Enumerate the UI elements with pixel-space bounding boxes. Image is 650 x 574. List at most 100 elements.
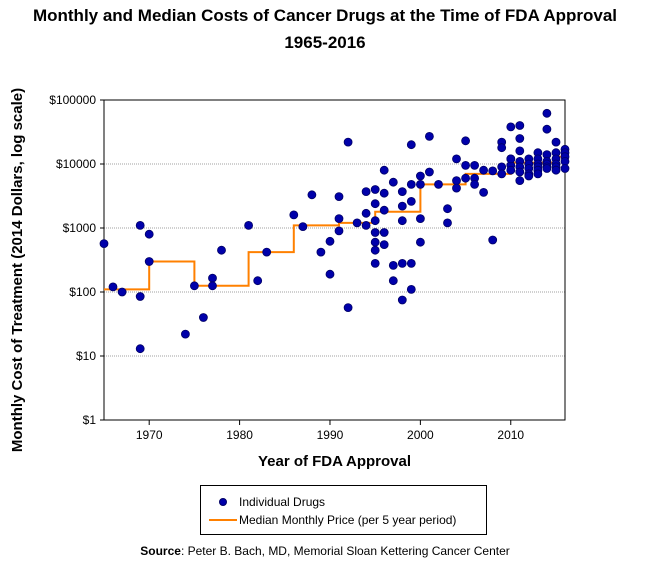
drug-point	[406, 140, 416, 150]
drug-point	[515, 146, 525, 156]
drug-point	[515, 176, 525, 186]
y-tick-label: $10	[76, 349, 96, 363]
drug-point	[289, 210, 299, 220]
drug-point	[551, 165, 561, 175]
drug-point	[415, 171, 425, 181]
drug-point	[397, 201, 407, 211]
chart-area: $1 $10 $100 $1000 $10000 $100000 1970 1980 1990 2…	[9, 88, 570, 470]
drug-point	[361, 208, 371, 218]
drug-point	[388, 276, 398, 286]
drug-point	[406, 196, 416, 206]
drug-point	[244, 220, 254, 230]
x-tick-label: 1980	[226, 428, 253, 442]
x-tick-label: 2000	[407, 428, 434, 442]
drug-point	[506, 122, 516, 132]
legend: Individual Drugs Median Monthly Price (p…	[200, 485, 487, 535]
drug-point	[424, 131, 434, 141]
drug-point	[479, 165, 489, 175]
drug-point	[189, 281, 199, 291]
x-tick-label: 1990	[317, 428, 344, 442]
drug-point	[370, 228, 380, 237]
drug-point	[325, 269, 335, 279]
drug-point	[370, 199, 380, 209]
legend-item-scatter: Individual Drugs	[201, 494, 325, 510]
drug-point	[325, 236, 335, 246]
y-tick-label: $10000	[56, 157, 96, 171]
drug-point	[515, 167, 525, 177]
drug-point	[352, 218, 362, 228]
drug-point	[379, 165, 389, 175]
drug-point	[379, 240, 389, 250]
legend-line-icon	[209, 519, 237, 521]
drug-point	[461, 136, 471, 146]
drug-point	[208, 281, 217, 291]
drug-point	[406, 258, 416, 268]
drug-point	[424, 167, 434, 177]
drug-point	[452, 154, 461, 164]
drug-point	[253, 276, 263, 286]
drug-point	[135, 344, 145, 354]
grid-lines	[104, 163, 565, 357]
drug-point	[198, 313, 208, 322]
drug-point	[406, 179, 416, 189]
drug-point	[542, 124, 552, 134]
drug-point	[506, 165, 516, 175]
drug-point	[262, 247, 272, 257]
source-text: : Peter B. Bach, MD, Memorial Sloan Kett…	[180, 544, 510, 558]
drug-point	[452, 183, 461, 193]
drug-point	[397, 216, 407, 226]
drug-point	[524, 171, 534, 181]
drug-point	[551, 137, 561, 147]
drug-point	[144, 229, 154, 239]
y-axis-title: Monthly Cost of Treatment (2014 Dollars,…	[9, 88, 26, 452]
drug-point	[461, 160, 471, 170]
drug-point	[542, 164, 552, 173]
drug-point	[515, 134, 525, 143]
drug-point	[388, 177, 398, 187]
drug-point	[370, 237, 380, 247]
drug-point	[515, 121, 525, 130]
drug-point	[397, 295, 407, 305]
median-price-line	[104, 155, 565, 291]
y-tick-label: $100	[69, 285, 96, 299]
median-line-series	[104, 155, 565, 291]
plot-frame	[103, 99, 566, 421]
drug-point	[208, 273, 217, 283]
y-tick-label: $100000	[49, 93, 96, 107]
drug-point	[343, 137, 353, 147]
drug-point	[397, 258, 407, 268]
source-label: Source	[140, 544, 181, 558]
drug-point	[307, 190, 317, 200]
y-tick-label: $1	[83, 413, 97, 427]
drug-point	[497, 143, 507, 153]
drug-point	[452, 176, 461, 186]
legend-label-scatter: Individual Drugs	[239, 495, 326, 509]
drug-point	[334, 226, 344, 236]
x-tick-label: 2010	[497, 428, 524, 442]
drug-point	[135, 220, 145, 230]
drug-point	[217, 245, 226, 255]
drug-point	[533, 169, 543, 179]
x-axis-title: Year of FDA Approval	[258, 453, 411, 470]
drug-point	[108, 282, 118, 292]
drug-point	[370, 185, 380, 194]
legend-item-line: Median Monthly Price (per 5 year period)	[201, 512, 456, 528]
drug-point	[343, 303, 353, 313]
drug-point	[361, 220, 371, 230]
drug-point	[361, 187, 371, 197]
drug-point	[415, 237, 425, 247]
drug-point	[370, 245, 380, 255]
drug-points-series	[99, 108, 570, 354]
drug-point	[379, 228, 389, 237]
drug-point	[397, 187, 407, 197]
drug-point	[117, 287, 127, 297]
drug-point	[488, 235, 498, 245]
source-note: Source: Peter B. Bach, MD, Memorial Sloa…	[0, 544, 650, 558]
legend-label-line: Median Monthly Price (per 5 year period)	[239, 513, 457, 527]
drug-point	[443, 218, 452, 228]
drug-point	[379, 188, 389, 198]
drug-point	[497, 169, 507, 179]
drug-point	[506, 154, 516, 164]
drug-point	[461, 173, 471, 183]
chart-title-line1: Monthly and Median Costs of Cancer Drugs…	[32, 6, 618, 25]
